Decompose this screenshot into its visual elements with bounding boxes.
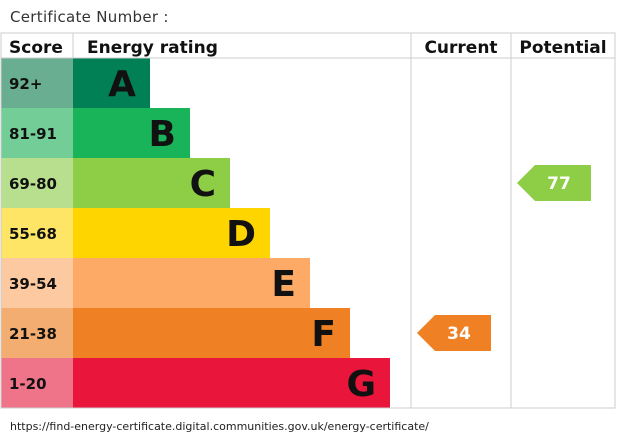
rating-bar-f xyxy=(73,308,350,358)
current-rating-arrow xyxy=(417,315,491,351)
rating-letter-b: B xyxy=(149,114,176,155)
score-range-label: 81-91 xyxy=(9,125,57,143)
score-range-label: 69-80 xyxy=(9,175,57,193)
score-range-label: 55-68 xyxy=(9,225,57,243)
rating-letter-e: E xyxy=(271,264,296,305)
rating-letter-g: G xyxy=(346,364,376,405)
score-range-label: 39-54 xyxy=(9,275,57,293)
rating-letter-f: F xyxy=(311,314,336,355)
rating-letter-a: A xyxy=(108,64,136,105)
potential-rating-value: 77 xyxy=(547,174,571,194)
potential-rating-arrow xyxy=(517,165,591,201)
score-range-cell xyxy=(1,308,73,358)
rating-bar-b xyxy=(73,108,190,158)
rating-bar-e xyxy=(73,258,310,308)
score-range-cell xyxy=(1,158,73,208)
current-column-header: Current xyxy=(424,38,497,58)
score-range-cell xyxy=(1,108,73,158)
score-range-cell xyxy=(1,208,73,258)
rating-bar-g xyxy=(73,358,390,408)
score-range-cell xyxy=(1,258,73,308)
score-column-header: Score xyxy=(9,38,63,58)
score-range-cell xyxy=(1,358,73,408)
chart-border xyxy=(0,32,616,409)
potential-column-header: Potential xyxy=(519,38,606,58)
score-range-cell xyxy=(1,58,73,108)
rating-bar-c xyxy=(73,158,230,208)
rating-bar-d xyxy=(73,208,270,258)
current-rating-value: 34 xyxy=(447,324,471,344)
energy-rating-column-header: Energy rating xyxy=(87,38,218,58)
rating-bar-a xyxy=(73,58,150,108)
epc-rating-chart: Score Energy rating Current Potential 92+ A 81… xyxy=(0,32,616,409)
rating-letter-d: D xyxy=(226,214,256,255)
score-range-label: 21-38 xyxy=(9,325,57,343)
score-range-label: 92+ xyxy=(9,75,42,93)
certificate-number-label: Certificate Number : xyxy=(10,8,169,26)
rating-letter-c: C xyxy=(190,164,216,205)
footer-url: https://find-energy-certificate.digital.… xyxy=(10,420,429,433)
score-range-label: 1-20 xyxy=(9,375,47,393)
